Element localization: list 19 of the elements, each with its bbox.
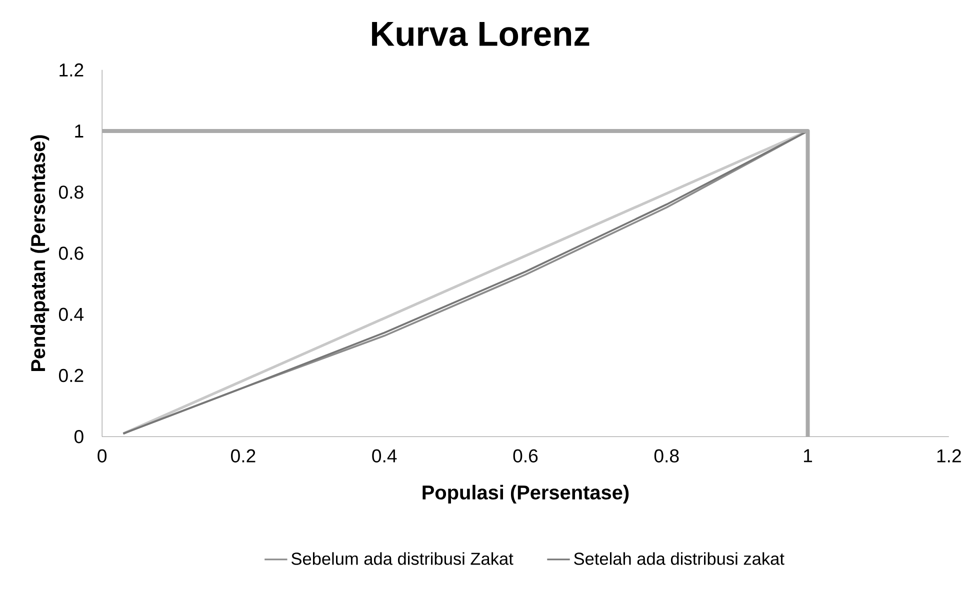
y-tick-label: 0.4	[58, 308, 84, 321]
y-tick-label: 1.2	[60, 63, 84, 76]
x-axis-title: Populasi (Persentase)	[422, 484, 629, 504]
legend-label: Setelah ada distribusi zakat	[574, 552, 784, 565]
x-tick-label: 0.6	[513, 449, 538, 462]
x-tick-label: 0.4	[372, 449, 397, 462]
y-tick-label: 0.8	[58, 186, 84, 199]
x-tick-label: 0	[98, 449, 107, 462]
y-tick-label: 0	[74, 430, 84, 444]
x-tick-label: 1.2	[937, 449, 961, 462]
chart-title: Kurva Lorenz	[372, 22, 590, 46]
y-tick-label: 0.2	[58, 368, 84, 382]
x-tick-label: 0.8	[654, 449, 679, 462]
y-tick-label: 1	[75, 124, 84, 138]
legend-label: Sebelum ada distribusi Zakat	[292, 552, 514, 565]
y-tick-label: 0.6	[58, 246, 84, 260]
y-axis-title: Pendapatan (Persentase)	[30, 135, 50, 371]
x-tick-label: 1	[804, 449, 812, 462]
x-tick-label: 0.2	[231, 449, 256, 462]
